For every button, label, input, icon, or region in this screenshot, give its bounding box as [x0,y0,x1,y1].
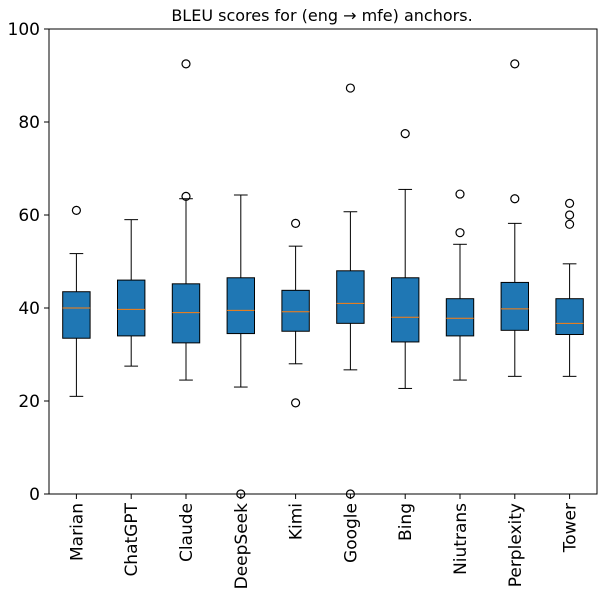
box-iqr [171,283,201,344]
y-tick-label: 100 [8,20,40,40]
box-group [117,219,146,367]
box-group [62,205,91,397]
box-iqr [445,298,475,337]
x-tick-label: ChatGPT [122,502,142,576]
plot-area [62,59,584,499]
box-group [500,59,530,377]
outlier-point [291,398,301,408]
box-group [281,218,310,408]
outlier-point [455,189,465,199]
y-axis: 0 20 40 60 80 100 [8,20,49,505]
box-iqr [62,291,91,339]
x-tick-label: Claude [177,503,197,562]
y-tick-label: 60 [18,206,40,226]
box-iqr [555,298,584,336]
chart-title: BLEU scores for (eng → mfe) anchors. [171,6,472,25]
x-tick-label: DeepSeek [232,503,252,590]
plot-frame [48,28,598,495]
x-tick-label: Bing [396,503,416,541]
outlier-point [564,210,575,220]
outlier-point [181,191,191,201]
box-iqr [391,277,420,343]
x-tick-label: Niutrans [451,503,471,575]
box-group [226,194,256,499]
x-tick-label: Marian [67,503,87,561]
outlier-point [181,59,191,69]
outlier-point [400,129,410,139]
box-group [171,59,201,381]
y-tick-label: 20 [18,392,40,412]
x-tick-label: Google [341,503,361,563]
box-group [336,83,365,499]
box-group [391,129,420,389]
outlier-point [564,198,575,208]
outlier-point [564,219,575,229]
outlier-point [71,205,82,215]
outlier-point [345,83,355,93]
y-tick-label: 80 [18,113,40,133]
outlier-point [291,218,301,228]
box-iqr [336,270,365,324]
box-iqr [226,277,256,335]
box-iqr [117,279,146,337]
x-tick-label: Perplexity [506,503,526,587]
box-iqr [500,281,530,331]
y-tick-label: 0 [29,485,40,505]
outlier-point [510,59,520,69]
outlier-point [510,194,520,204]
y-tick-label: 40 [18,299,40,319]
box-group [555,198,584,377]
x-tick-label: Tower [561,503,581,553]
x-axis: Marian ChatGPT Claude DeepSeek Kimi Google Bin… [67,494,581,590]
box-iqr [281,289,310,332]
box-group [445,189,475,381]
x-tick-label: Kimi [287,503,307,540]
outlier-point [455,228,465,238]
